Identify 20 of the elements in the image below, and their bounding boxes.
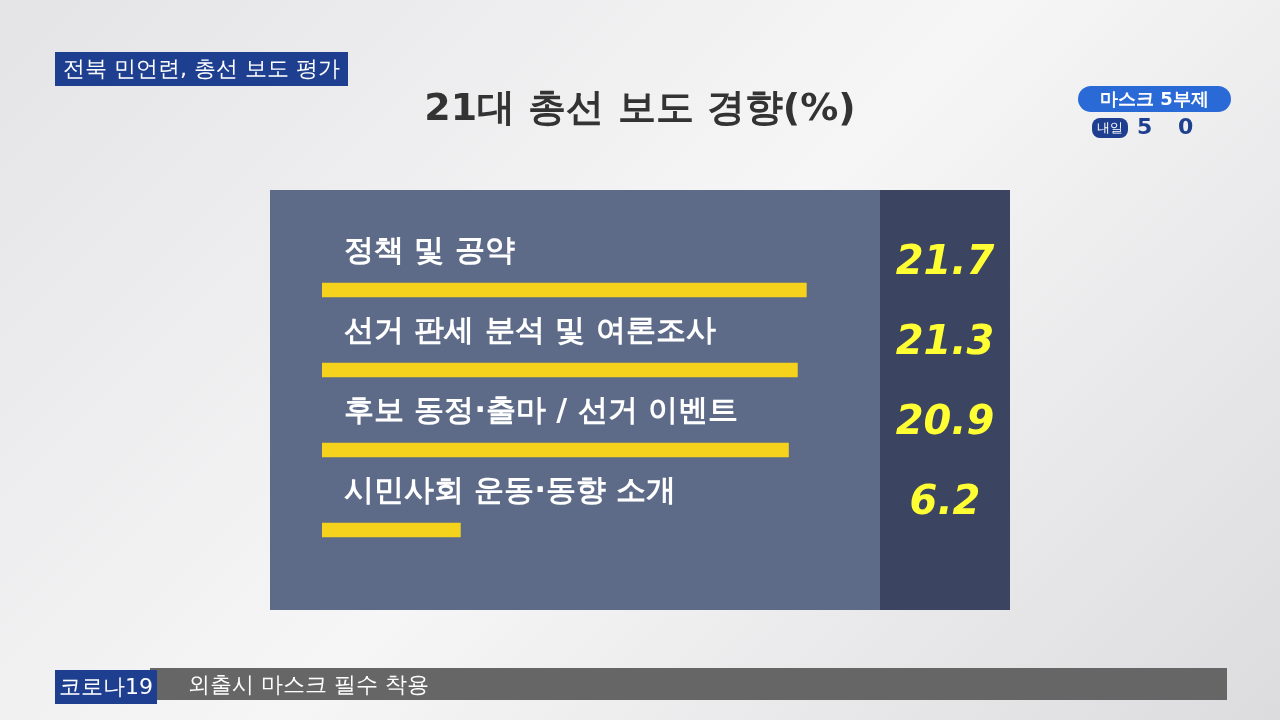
text: 코로나19	[55, 670, 157, 704]
text: 0	[1178, 114, 1194, 139]
y-tick-label: 후보 동정·출마 / 선거 이벤트	[344, 391, 739, 427]
chart-title: 21대 총선 보도 경향(%)	[424, 85, 856, 129]
text: 마스크 5부제	[1078, 86, 1231, 112]
text: 5	[1137, 114, 1153, 139]
bar	[322, 282, 807, 298]
bar	[322, 442, 789, 458]
data-label: 21.7	[895, 237, 995, 284]
data-label: 6.2	[909, 477, 981, 524]
y-tick-label: 선거 판세 분석 및 여론조사	[344, 311, 716, 347]
text: 내일	[1092, 118, 1128, 138]
bar	[322, 522, 461, 538]
y-tick-label: 정책 및 공약	[344, 231, 515, 267]
text: 외출시 마스크 필수 착용	[188, 671, 429, 699]
bar	[322, 362, 798, 378]
y-tick-label: 시민사회 운동·동향 소개	[344, 471, 677, 507]
data-label: 21.3	[895, 317, 995, 364]
data-label: 20.9	[895, 397, 995, 444]
text: 전북 민언련, 총선 보도 평가	[55, 52, 348, 86]
